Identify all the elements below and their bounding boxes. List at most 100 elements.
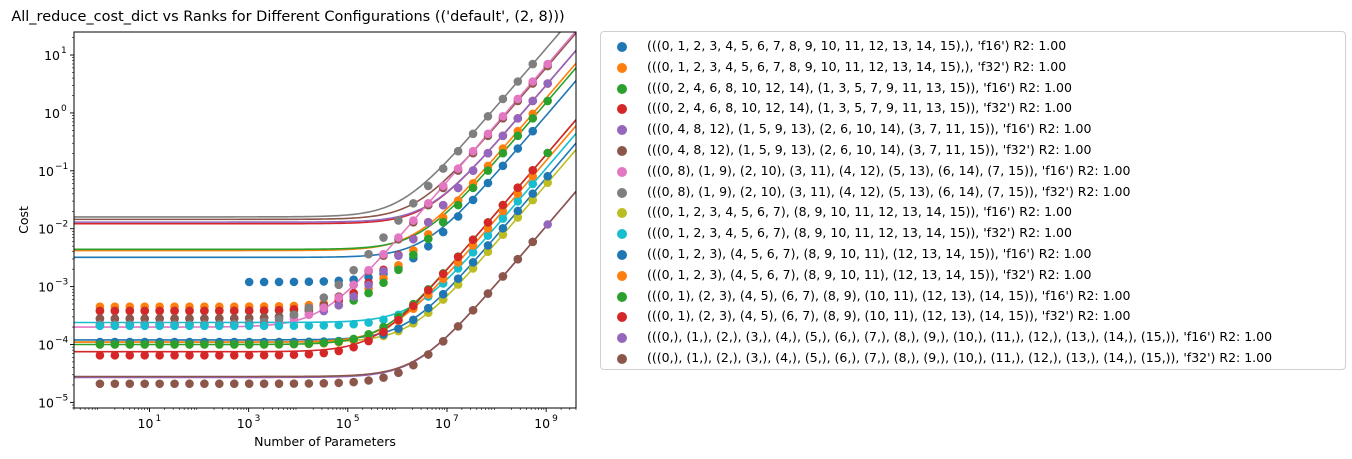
legend-item: (((0, 1, 2, 3), (4, 5, 6, 7), (8, 9, 10,… (617, 266, 1091, 286)
data-point (498, 223, 508, 233)
data-point (483, 178, 493, 188)
data-point (438, 289, 448, 299)
data-point (274, 277, 284, 287)
legend-item: (((0, 2, 4, 6, 8, 10, 12, 14), (1, 3, 5,… (617, 79, 1072, 99)
x-tick-exponent: 7 (453, 414, 459, 424)
data-point (95, 340, 105, 349)
data-point (244, 340, 254, 349)
legend-label: (((0, 4, 8, 12), (1, 5, 9, 13), (2, 6, 1… (647, 142, 1092, 157)
legend-marker (617, 83, 627, 94)
data-point (274, 379, 284, 388)
data-point (259, 306, 269, 315)
data-point (453, 274, 463, 284)
x-tick-label: 10 (534, 416, 550, 431)
data-point (483, 166, 493, 175)
data-point (215, 306, 224, 316)
data-point (125, 314, 135, 323)
data-point (215, 379, 224, 389)
data-point (349, 280, 358, 290)
data-point (319, 293, 329, 302)
legend-item: (((0, 1), (2, 3), (4, 5), (6, 7), (8, 9)… (617, 307, 1130, 327)
data-point (543, 148, 552, 158)
data-point (140, 321, 149, 331)
data-point (200, 306, 209, 316)
data-point (453, 164, 463, 173)
legend-marker (617, 333, 627, 344)
data-point (215, 321, 224, 331)
data-point (185, 321, 194, 331)
data-point (125, 321, 135, 331)
data-point (274, 321, 284, 331)
data-point (438, 337, 448, 346)
legend-label: (((0, 1, 2, 3, 4, 5, 6, 7, 8, 9, 10, 11,… (647, 58, 1067, 74)
legend-marker (617, 125, 627, 136)
data-point (438, 227, 448, 237)
series-8-points (95, 59, 538, 329)
data-point (513, 189, 523, 198)
data-point (379, 233, 388, 242)
data-point (304, 339, 314, 349)
data-point (453, 200, 463, 210)
legend-label: (((0, 8), (1, 9), (2, 10), (3, 11), (4, … (647, 162, 1131, 178)
data-point (334, 300, 344, 310)
data-point (334, 346, 344, 356)
data-point (229, 306, 239, 316)
legend-label: (((0, 2, 4, 6, 8, 10, 12, 14), (1, 3, 5,… (647, 79, 1072, 95)
data-point (185, 351, 194, 360)
legend-marker (617, 146, 627, 156)
axis-ticks: 10 1 10 3 10 5 10 7 10 910 −510 −410 −310 −210 −110 010… (38, 37, 577, 431)
data-point (409, 216, 418, 225)
x-axis-label: Number of Parameters (254, 434, 396, 449)
data-point (95, 379, 105, 389)
data-point (543, 220, 552, 229)
data-point (513, 94, 523, 104)
data-point (543, 59, 552, 69)
data-point (409, 315, 418, 325)
data-point (453, 264, 463, 273)
data-point (170, 351, 179, 360)
data-point (125, 351, 135, 360)
data-point (409, 250, 418, 260)
plot-area (74, 32, 576, 389)
y-tick-label: 10 (38, 222, 54, 237)
legend-marker (617, 312, 627, 323)
data-point (289, 350, 299, 360)
data-point (379, 373, 388, 382)
data-point (200, 379, 209, 389)
data-point (259, 379, 269, 389)
data-point (274, 340, 284, 349)
data-point (185, 314, 194, 323)
data-point (528, 59, 538, 69)
data-point (528, 166, 538, 175)
data-point (379, 327, 388, 337)
data-point (528, 126, 538, 136)
legend-label: (((0, 1), (2, 3), (4, 5), (6, 7), (8, 9)… (647, 287, 1131, 303)
data-point (453, 183, 463, 193)
data-point (453, 146, 463, 156)
data-point (125, 340, 135, 349)
data-point (289, 277, 299, 287)
data-point (170, 314, 179, 323)
data-point (468, 258, 478, 267)
y-tick-exponent: 1 (61, 46, 67, 56)
data-point (95, 306, 105, 316)
data-point (289, 310, 299, 320)
y-tick-label: 10 (38, 337, 54, 352)
data-point (468, 146, 478, 156)
data-point (349, 265, 358, 275)
data-point (453, 322, 463, 331)
fit-line-1 (74, 80, 576, 259)
data-point (229, 379, 239, 389)
data-point (304, 277, 314, 287)
data-point (438, 164, 448, 173)
data-point (140, 379, 149, 389)
data-point (110, 321, 120, 331)
data-point (140, 314, 149, 323)
data-point (483, 247, 493, 257)
data-point (364, 288, 373, 298)
legend-label: (((0, 1, 2, 3), (4, 5, 6, 7), (8, 9, 10,… (647, 246, 1092, 261)
data-point (498, 230, 508, 239)
data-point (319, 303, 329, 312)
data-point (513, 197, 523, 206)
